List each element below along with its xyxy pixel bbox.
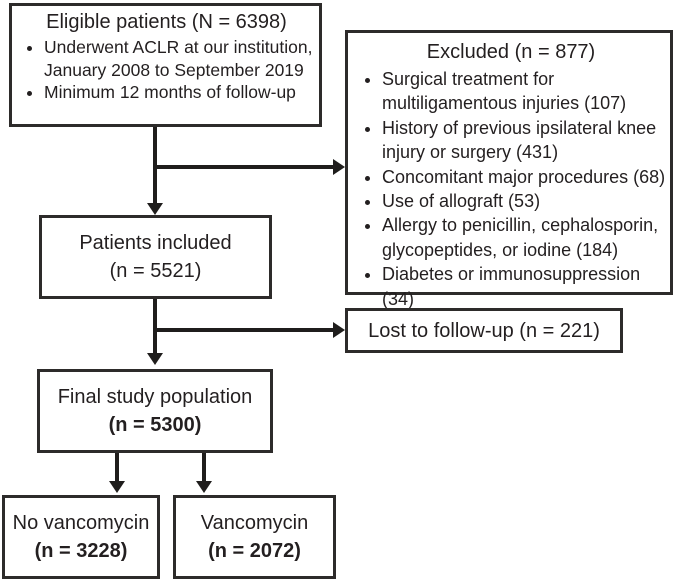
included-label: Patients included bbox=[79, 232, 232, 254]
excluded-bullet-3: Concomitant major procedures (68) bbox=[382, 165, 666, 189]
box-eligible-patients: Eligible patients (N = 6398) Underwent A… bbox=[9, 3, 322, 127]
box-no-vancomycin: No vancomycin (n = 3228) bbox=[2, 495, 160, 579]
branch-to-excluded-line bbox=[153, 165, 333, 169]
excluded-bullet-5: Allergy to penicillin, cephalosporin, gl… bbox=[382, 213, 666, 262]
box-final-study-population: Final study population (n = 5300) bbox=[37, 369, 273, 453]
eligible-bullet-1: Underwent ACLR at our institution, Janua… bbox=[44, 36, 313, 81]
arrow-included-to-final-line bbox=[153, 299, 157, 353]
arrowhead-down-icon bbox=[196, 481, 212, 493]
eligible-bullet-list: Underwent ACLR at our institution, Janua… bbox=[20, 36, 313, 104]
arrow-final-to-no-vancomycin-line bbox=[115, 453, 119, 481]
branch-to-lost-line bbox=[153, 328, 333, 332]
excluded-title: Excluded (n = 877) bbox=[426, 41, 596, 63]
excluded-bullet-4: Use of allograft (53) bbox=[382, 189, 666, 213]
eligible-bullet-2: Minimum 12 months of follow-up bbox=[44, 81, 313, 104]
excluded-bullet-list: Surgical treatment for multiligamentous … bbox=[356, 67, 666, 311]
arrowhead-down-icon bbox=[147, 203, 163, 215]
vancomycin-label: Vancomycin bbox=[200, 512, 309, 534]
arrowhead-down-icon bbox=[147, 353, 163, 365]
no-vancomycin-count: (n = 3228) bbox=[34, 540, 128, 562]
arrow-final-to-vancomycin-line bbox=[202, 453, 206, 481]
lost-label: Lost to follow-up (n = 221) bbox=[368, 319, 600, 342]
included-count: (n = 5521) bbox=[109, 260, 202, 282]
eligible-title: Eligible patients (N = 6398) bbox=[46, 11, 287, 33]
no-vancomycin-label: No vancomycin bbox=[12, 512, 150, 534]
arrowhead-right-icon bbox=[333, 322, 345, 338]
final-label: Final study population bbox=[57, 386, 253, 408]
final-count: (n = 5300) bbox=[108, 414, 202, 436]
box-excluded: Excluded (n = 877) Surgical treatment fo… bbox=[345, 30, 673, 309]
box-lost-to-follow-up: Lost to follow-up (n = 221) bbox=[345, 308, 623, 353]
box-patients-included: Patients included (n = 5521) bbox=[39, 215, 272, 299]
arrowhead-down-icon bbox=[109, 481, 125, 493]
excluded-bullet-6: Diabetes or immunosuppression (34) bbox=[382, 262, 666, 311]
excluded-bullet-2: History of previous ipsilateral knee inj… bbox=[382, 116, 666, 165]
box-vancomycin: Vancomycin (n = 2072) bbox=[173, 495, 336, 579]
excluded-bullet-1: Surgical treatment for multiligamentous … bbox=[382, 67, 666, 116]
vancomycin-count: (n = 2072) bbox=[208, 540, 301, 562]
arrowhead-right-icon bbox=[333, 159, 345, 175]
